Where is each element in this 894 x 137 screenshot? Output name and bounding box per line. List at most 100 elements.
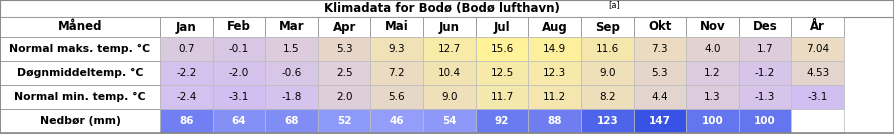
Bar [581, 61, 634, 85]
Text: 9.3: 9.3 [389, 44, 405, 54]
Bar [213, 85, 266, 109]
Text: 1.3: 1.3 [704, 92, 721, 102]
Bar [266, 17, 318, 37]
Text: Jun: Jun [439, 21, 460, 34]
Text: Sep: Sep [595, 21, 620, 34]
Text: 4.0: 4.0 [704, 44, 721, 54]
Bar [423, 37, 476, 61]
Bar [0, 85, 160, 109]
Bar [738, 61, 791, 85]
Text: 100: 100 [755, 116, 776, 126]
Text: Okt: Okt [648, 21, 671, 34]
Bar [318, 17, 370, 37]
Text: 7.3: 7.3 [652, 44, 668, 54]
Text: [a]: [a] [608, 0, 620, 9]
Bar [581, 37, 634, 61]
Text: Apr: Apr [333, 21, 356, 34]
Bar [687, 17, 738, 37]
Bar [370, 37, 423, 61]
Text: 0.7: 0.7 [178, 44, 195, 54]
Text: 5.6: 5.6 [389, 92, 405, 102]
Text: 9.0: 9.0 [599, 68, 615, 78]
Text: 7.04: 7.04 [806, 44, 830, 54]
Bar [0, 61, 160, 85]
Bar [213, 61, 266, 85]
Text: Nedbør (mm): Nedbør (mm) [39, 116, 121, 126]
Text: 86: 86 [179, 116, 194, 126]
Bar [791, 37, 844, 61]
Text: 88: 88 [547, 116, 561, 126]
Bar [370, 61, 423, 85]
Text: Mar: Mar [279, 21, 304, 34]
Bar [687, 109, 738, 133]
Bar [160, 109, 213, 133]
Text: Måned: Måned [58, 21, 102, 34]
Text: -1.3: -1.3 [755, 92, 775, 102]
Bar [476, 17, 528, 37]
Text: Feb: Feb [227, 21, 251, 34]
Bar [0, 0, 894, 17]
Text: 8.2: 8.2 [599, 92, 616, 102]
Text: -2.4: -2.4 [176, 92, 197, 102]
Bar [160, 61, 213, 85]
Bar [581, 109, 634, 133]
Text: Døgnmiddeltemp. °C: Døgnmiddeltemp. °C [17, 68, 143, 78]
Bar [476, 37, 528, 61]
Bar [738, 85, 791, 109]
Text: Klimadata for Bodø (Bodø lufthavn): Klimadata for Bodø (Bodø lufthavn) [324, 2, 560, 15]
Bar [634, 61, 687, 85]
Text: Nov: Nov [700, 21, 725, 34]
Text: -3.1: -3.1 [229, 92, 249, 102]
Bar [476, 85, 528, 109]
Bar [528, 109, 581, 133]
Bar [0, 17, 160, 37]
Text: 46: 46 [390, 116, 404, 126]
Text: Mai: Mai [385, 21, 409, 34]
Text: -0.1: -0.1 [229, 44, 249, 54]
Bar [266, 109, 318, 133]
Bar [160, 17, 213, 37]
Text: -2.2: -2.2 [176, 68, 197, 78]
Text: 12.7: 12.7 [438, 44, 461, 54]
Bar [738, 37, 791, 61]
Bar [791, 17, 844, 37]
Text: Des: Des [753, 21, 778, 34]
Bar [528, 61, 581, 85]
Bar [634, 17, 687, 37]
Bar [634, 85, 687, 109]
Text: 4.53: 4.53 [806, 68, 830, 78]
Text: Normal maks. temp. °C: Normal maks. temp. °C [10, 44, 150, 54]
Bar [423, 85, 476, 109]
Text: 1.2: 1.2 [704, 68, 721, 78]
Text: 10.4: 10.4 [438, 68, 461, 78]
Text: 92: 92 [494, 116, 510, 126]
Bar [581, 85, 634, 109]
Text: 64: 64 [232, 116, 246, 126]
Text: Aug: Aug [542, 21, 568, 34]
Text: 14.9: 14.9 [543, 44, 566, 54]
Bar [528, 85, 581, 109]
Text: 2.0: 2.0 [336, 92, 352, 102]
Text: 52: 52 [337, 116, 351, 126]
Text: 2.5: 2.5 [336, 68, 352, 78]
Text: 15.6: 15.6 [491, 44, 514, 54]
Text: 11.2: 11.2 [543, 92, 566, 102]
Bar [634, 109, 687, 133]
Text: 54: 54 [442, 116, 457, 126]
Bar [318, 85, 370, 109]
Bar [738, 109, 791, 133]
Text: 9.0: 9.0 [441, 92, 458, 102]
Text: 5.3: 5.3 [336, 44, 352, 54]
Bar [266, 85, 318, 109]
Text: 7.2: 7.2 [389, 68, 405, 78]
Bar [370, 109, 423, 133]
Bar [370, 17, 423, 37]
Text: -3.1: -3.1 [807, 92, 828, 102]
Text: Jan: Jan [176, 21, 197, 34]
Bar [0, 37, 160, 61]
Text: Normal min. temp. °C: Normal min. temp. °C [14, 92, 146, 102]
Bar [266, 37, 318, 61]
Bar [213, 109, 266, 133]
Text: -1.2: -1.2 [755, 68, 775, 78]
Bar [370, 85, 423, 109]
